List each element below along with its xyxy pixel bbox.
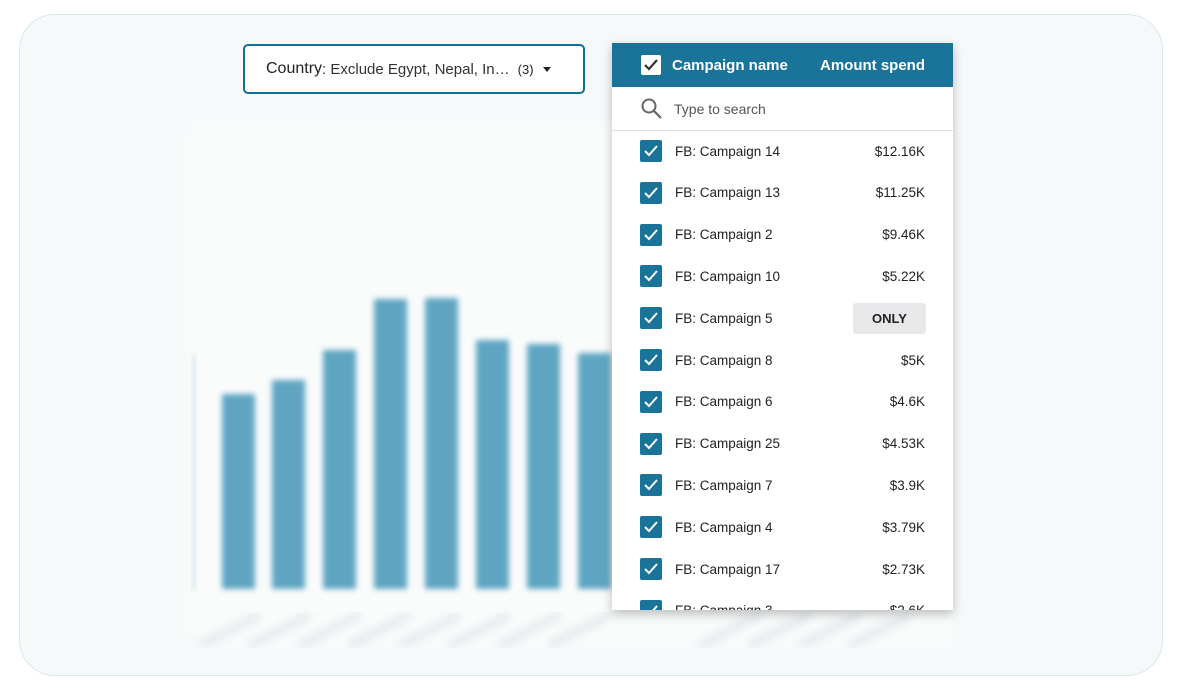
campaign-row[interactable]: FB: Campaign 4 $3.79K bbox=[612, 512, 953, 542]
checkbox[interactable] bbox=[640, 390, 662, 413]
campaign-row[interactable]: FB: Campaign 7 $3.9K bbox=[612, 470, 953, 500]
checkbox[interactable] bbox=[640, 516, 662, 539]
campaign-row[interactable]: FB: Campaign 6 $4.6K bbox=[612, 387, 953, 417]
amount: $9.46K bbox=[882, 227, 925, 243]
campaign-name: FB: Campaign 3 bbox=[675, 603, 773, 610]
filter-label: Country bbox=[266, 60, 323, 77]
amount: $4.53K bbox=[882, 436, 925, 452]
campaign-row[interactable]: FB: Campaign 17 $2.73K bbox=[612, 554, 953, 584]
campaign-name: FB: Campaign 17 bbox=[675, 561, 781, 577]
only-button[interactable]: ONLY bbox=[853, 302, 926, 334]
campaign-name: FB: Campaign 10 bbox=[675, 268, 781, 284]
campaign-name: FB: Campaign 5 bbox=[675, 310, 773, 326]
amount: $11.25K bbox=[875, 185, 925, 201]
checkbox[interactable] bbox=[640, 140, 662, 162]
amount: $3.9K bbox=[889, 477, 925, 493]
amount: $4.6K bbox=[889, 394, 925, 410]
campaign-row[interactable]: FB: Campaign 8 $5K bbox=[612, 345, 953, 375]
select-all-checkbox[interactable] bbox=[641, 55, 661, 75]
campaign-name: FB: Campaign 14 bbox=[675, 143, 781, 159]
checkbox[interactable] bbox=[640, 265, 662, 288]
blurred-chart bbox=[190, 125, 950, 647]
dropdown-arrow bbox=[542, 66, 551, 72]
search-placeholder: Type to search bbox=[674, 100, 766, 117]
card bbox=[19, 14, 1163, 676]
dropdown-panel: Campaign name Amount spend Type to searc… bbox=[612, 43, 953, 610]
header-amount: Amount spend bbox=[820, 56, 925, 74]
campaign-row[interactable]: FB: Campaign 10 $5.22K bbox=[612, 261, 953, 291]
campaign-row[interactable]: FB: Campaign 25 $4.53K bbox=[612, 429, 953, 459]
amount: $5K bbox=[900, 352, 925, 368]
checkbox[interactable] bbox=[640, 181, 662, 204]
amount: $2.73K bbox=[882, 561, 925, 577]
campaign-row[interactable]: FB: Campaign 2 $9.46K bbox=[612, 220, 953, 250]
header: Campaign name Amount spend bbox=[612, 43, 953, 87]
campaign-name: FB: Campaign 6 bbox=[675, 394, 773, 410]
checkbox[interactable] bbox=[640, 307, 662, 330]
filter-count: (3) bbox=[517, 61, 534, 77]
checkbox[interactable] bbox=[640, 474, 662, 497]
checkbox[interactable] bbox=[640, 223, 662, 246]
amount: $12.16K bbox=[874, 143, 925, 159]
search-box[interactable]: Type to search bbox=[612, 87, 953, 131]
header-name: Campaign name bbox=[672, 56, 788, 74]
campaign-name: FB: Campaign 4 bbox=[675, 519, 773, 535]
country-filter[interactable]: Country: Exclude Egypt, Nepal, In… (3) bbox=[243, 44, 585, 94]
checkbox[interactable] bbox=[640, 349, 662, 371]
campaign-name: FB: Campaign 2 bbox=[675, 227, 773, 243]
checkbox[interactable] bbox=[640, 432, 662, 455]
amount: $5.22K bbox=[882, 268, 925, 284]
campaign-name: FB: Campaign 8 bbox=[675, 352, 773, 368]
campaign-row[interactable]: FB: Campaign 14 $12.16K bbox=[612, 136, 953, 166]
amount: $2.6K bbox=[890, 603, 925, 610]
campaign-row[interactable]: FB: Campaign 13 $11.25K bbox=[612, 178, 953, 208]
checkbox[interactable] bbox=[640, 558, 662, 580]
search-icon bbox=[641, 98, 662, 119]
campaign-row[interactable]: FB: Campaign 5 ONLY bbox=[612, 302, 953, 334]
campaign-name: FB: Campaign 7 bbox=[675, 477, 773, 493]
amount: $3.79K bbox=[882, 519, 925, 535]
campaign-row[interactable]: FB: Campaign 3 $2.6K bbox=[612, 596, 953, 610]
campaign-name: FB: Campaign 13 bbox=[675, 185, 781, 201]
checkbox[interactable] bbox=[640, 599, 662, 610]
filter-value: : Exclude Egypt, Nepal, In… bbox=[322, 60, 510, 78]
campaign-name: FB: Campaign 25 bbox=[675, 436, 781, 452]
